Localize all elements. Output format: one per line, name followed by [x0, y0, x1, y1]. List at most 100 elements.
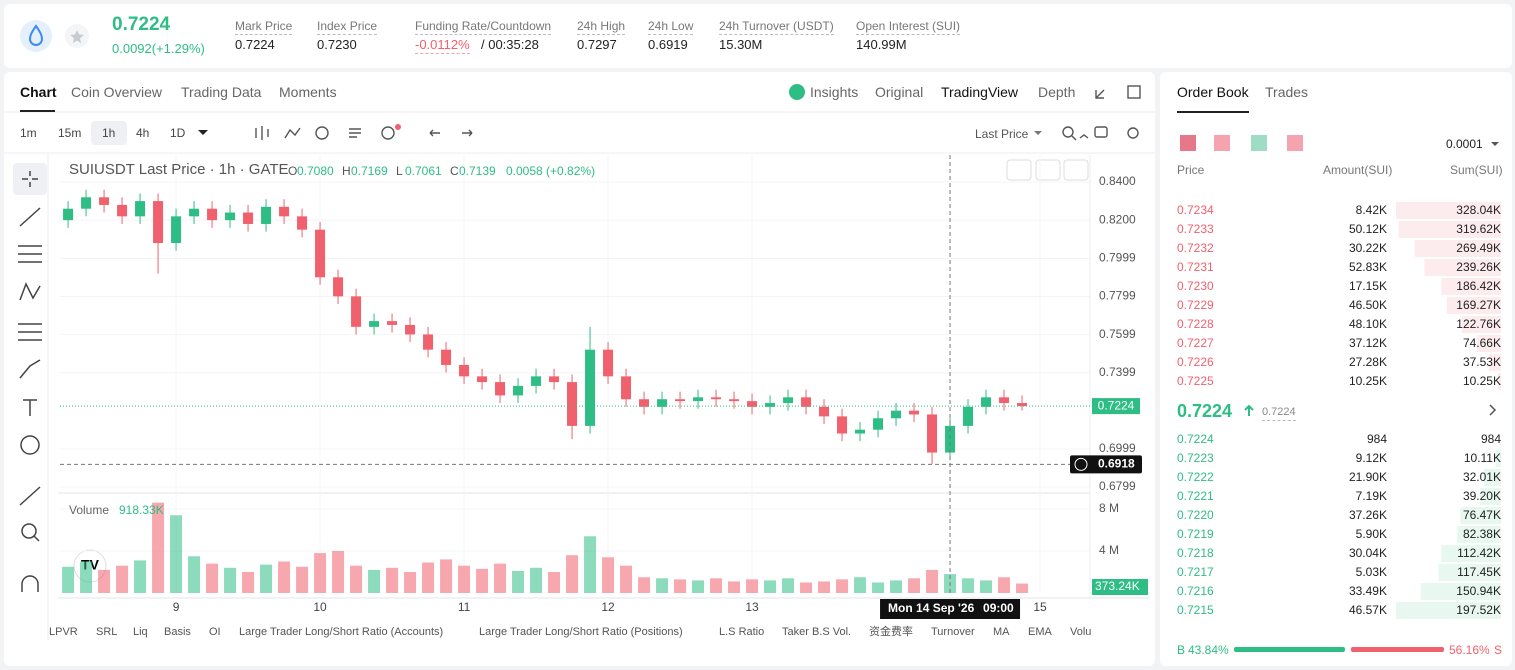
volume-bar: [512, 570, 525, 593]
candle-body: [207, 208, 218, 221]
ob-price: 0.7226: [1177, 355, 1214, 369]
precision[interactable]: 0.0001: [1446, 137, 1483, 151]
tab[interactable]: Coin Overview: [71, 84, 163, 100]
volume-badge: [1092, 579, 1148, 595]
ohlc-value: 0.7139: [459, 164, 496, 178]
candle-body: [459, 364, 470, 377]
ob-price: 0.7228: [1177, 317, 1214, 331]
price-type[interactable]: Last Price: [975, 127, 1029, 141]
interval[interactable]: 4h: [136, 126, 150, 140]
candle-body: [117, 204, 128, 217]
ob-price: 0.7233: [1177, 222, 1214, 236]
indicator[interactable]: EMA: [1028, 626, 1052, 638]
y-tick-label: 4 M: [1099, 543, 1119, 557]
layout-icon[interactable]: [1214, 135, 1230, 151]
stat-label: Index Price: [317, 19, 378, 35]
tab[interactable]: Trading Data: [181, 84, 262, 100]
buy-ratio: [1234, 647, 1345, 652]
indicator[interactable]: Large Trader Long/Short Ratio (Positions…: [479, 626, 683, 638]
tab[interactable]: Moments: [279, 84, 337, 100]
candle-body: [801, 397, 812, 407]
indicator[interactable]: Taker B.S Vol.: [782, 626, 852, 638]
candle-body: [315, 229, 326, 278]
stat-value: 140.99M: [856, 37, 907, 52]
last-price-label: 0.7224: [1098, 398, 1135, 412]
candle-body: [783, 397, 794, 404]
candle-body: [729, 399, 740, 402]
tab[interactable]: Chart: [20, 84, 57, 100]
btn[interactable]: [1063, 159, 1089, 181]
candle-body: [495, 382, 506, 396]
ob-amount: 5.03K: [1355, 565, 1387, 579]
interval[interactable]: 1D: [170, 126, 186, 140]
volume-bar: [350, 565, 363, 593]
depth-bar: [1488, 354, 1501, 371]
volume-bar: [548, 571, 561, 593]
ohlc-key: H: [342, 164, 351, 178]
crosshair-time: 09:00: [983, 601, 1014, 615]
candle-body: [657, 399, 668, 407]
view-tab[interactable]: TradingView: [941, 84, 1019, 100]
sell-share: 56.16%: [1449, 643, 1490, 657]
indicator[interactable]: 资金费率: [869, 626, 913, 638]
ob-amount: 37.12K: [1348, 336, 1387, 350]
volume-bar: [782, 578, 795, 593]
volume-bar: [242, 571, 255, 593]
ob-price: 0.7223: [1177, 451, 1214, 465]
ob-sum: 169.27K: [1456, 298, 1501, 312]
ob-tab[interactable]: Order Book: [1177, 84, 1249, 100]
candle-body: [531, 376, 542, 386]
indicator[interactable]: Basis: [164, 626, 191, 638]
ob-amount: 21.90K: [1348, 470, 1387, 484]
layout-icon[interactable]: [1180, 135, 1196, 151]
volume-bar: [368, 569, 381, 593]
indicator[interactable]: L.S Ratio: [719, 626, 765, 638]
indicator[interactable]: Liq: [133, 626, 148, 638]
indicator[interactable]: Large Trader Long/Short Ratio (Accounts): [239, 626, 444, 638]
volume-bar: [764, 580, 777, 593]
layout-icon[interactable]: [1287, 135, 1303, 151]
btn[interactable]: [1006, 159, 1032, 181]
candle-body: [747, 401, 758, 407]
ob-amount: 8.42K: [1355, 203, 1387, 217]
ob-sum: 39.20K: [1462, 489, 1501, 503]
stat-value: 0.7224: [235, 37, 275, 52]
interval[interactable]: 1m: [20, 126, 37, 140]
tool-crosshair[interactable]: [13, 163, 47, 195]
col-head: Sum(SUI): [1450, 163, 1503, 177]
view-tab[interactable]: Insights: [810, 84, 859, 100]
view-tab[interactable]: Original: [875, 84, 924, 100]
ob-amount: 30.22K: [1348, 241, 1387, 255]
ob-tab[interactable]: Trades: [1265, 84, 1309, 100]
candle-body: [153, 201, 164, 244]
ob-sum: 186.42K: [1456, 279, 1501, 293]
indicator[interactable]: Turnover: [931, 626, 975, 638]
depth-bar: [1414, 240, 1501, 257]
view-tab[interactable]: Depth: [1038, 84, 1076, 100]
ob-amount: 46.57K: [1348, 603, 1387, 617]
indicator[interactable]: MA: [993, 626, 1010, 638]
interval[interactable]: 1h: [102, 126, 116, 140]
ob-price: 0.7224: [1177, 432, 1214, 446]
sell-letter: S: [1494, 643, 1503, 657]
volume-bar: [476, 568, 489, 593]
depth-bar: [1483, 469, 1501, 486]
btn[interactable]: [1035, 159, 1061, 181]
candle-body: [711, 397, 722, 400]
indicator[interactable]: SRL: [96, 626, 118, 638]
ob-sum: 197.52K: [1456, 603, 1501, 617]
indicator[interactable]: OI: [209, 626, 221, 638]
volume-bar: [638, 577, 651, 593]
interval[interactable]: 15m: [58, 126, 82, 140]
candle-body: [819, 406, 830, 417]
indicator[interactable]: LPVR: [49, 626, 78, 638]
candle-body: [1017, 403, 1028, 407]
legend-change: 0.0058 (+0.82%): [506, 164, 596, 178]
volume-bar: [890, 580, 903, 593]
ob-sum: 269.49K: [1456, 241, 1501, 255]
candle-body: [765, 403, 776, 407]
indicator[interactable]: Volu: [1070, 626, 1092, 638]
layout-icon[interactable]: [1251, 135, 1267, 151]
volume-bar: [494, 563, 507, 593]
